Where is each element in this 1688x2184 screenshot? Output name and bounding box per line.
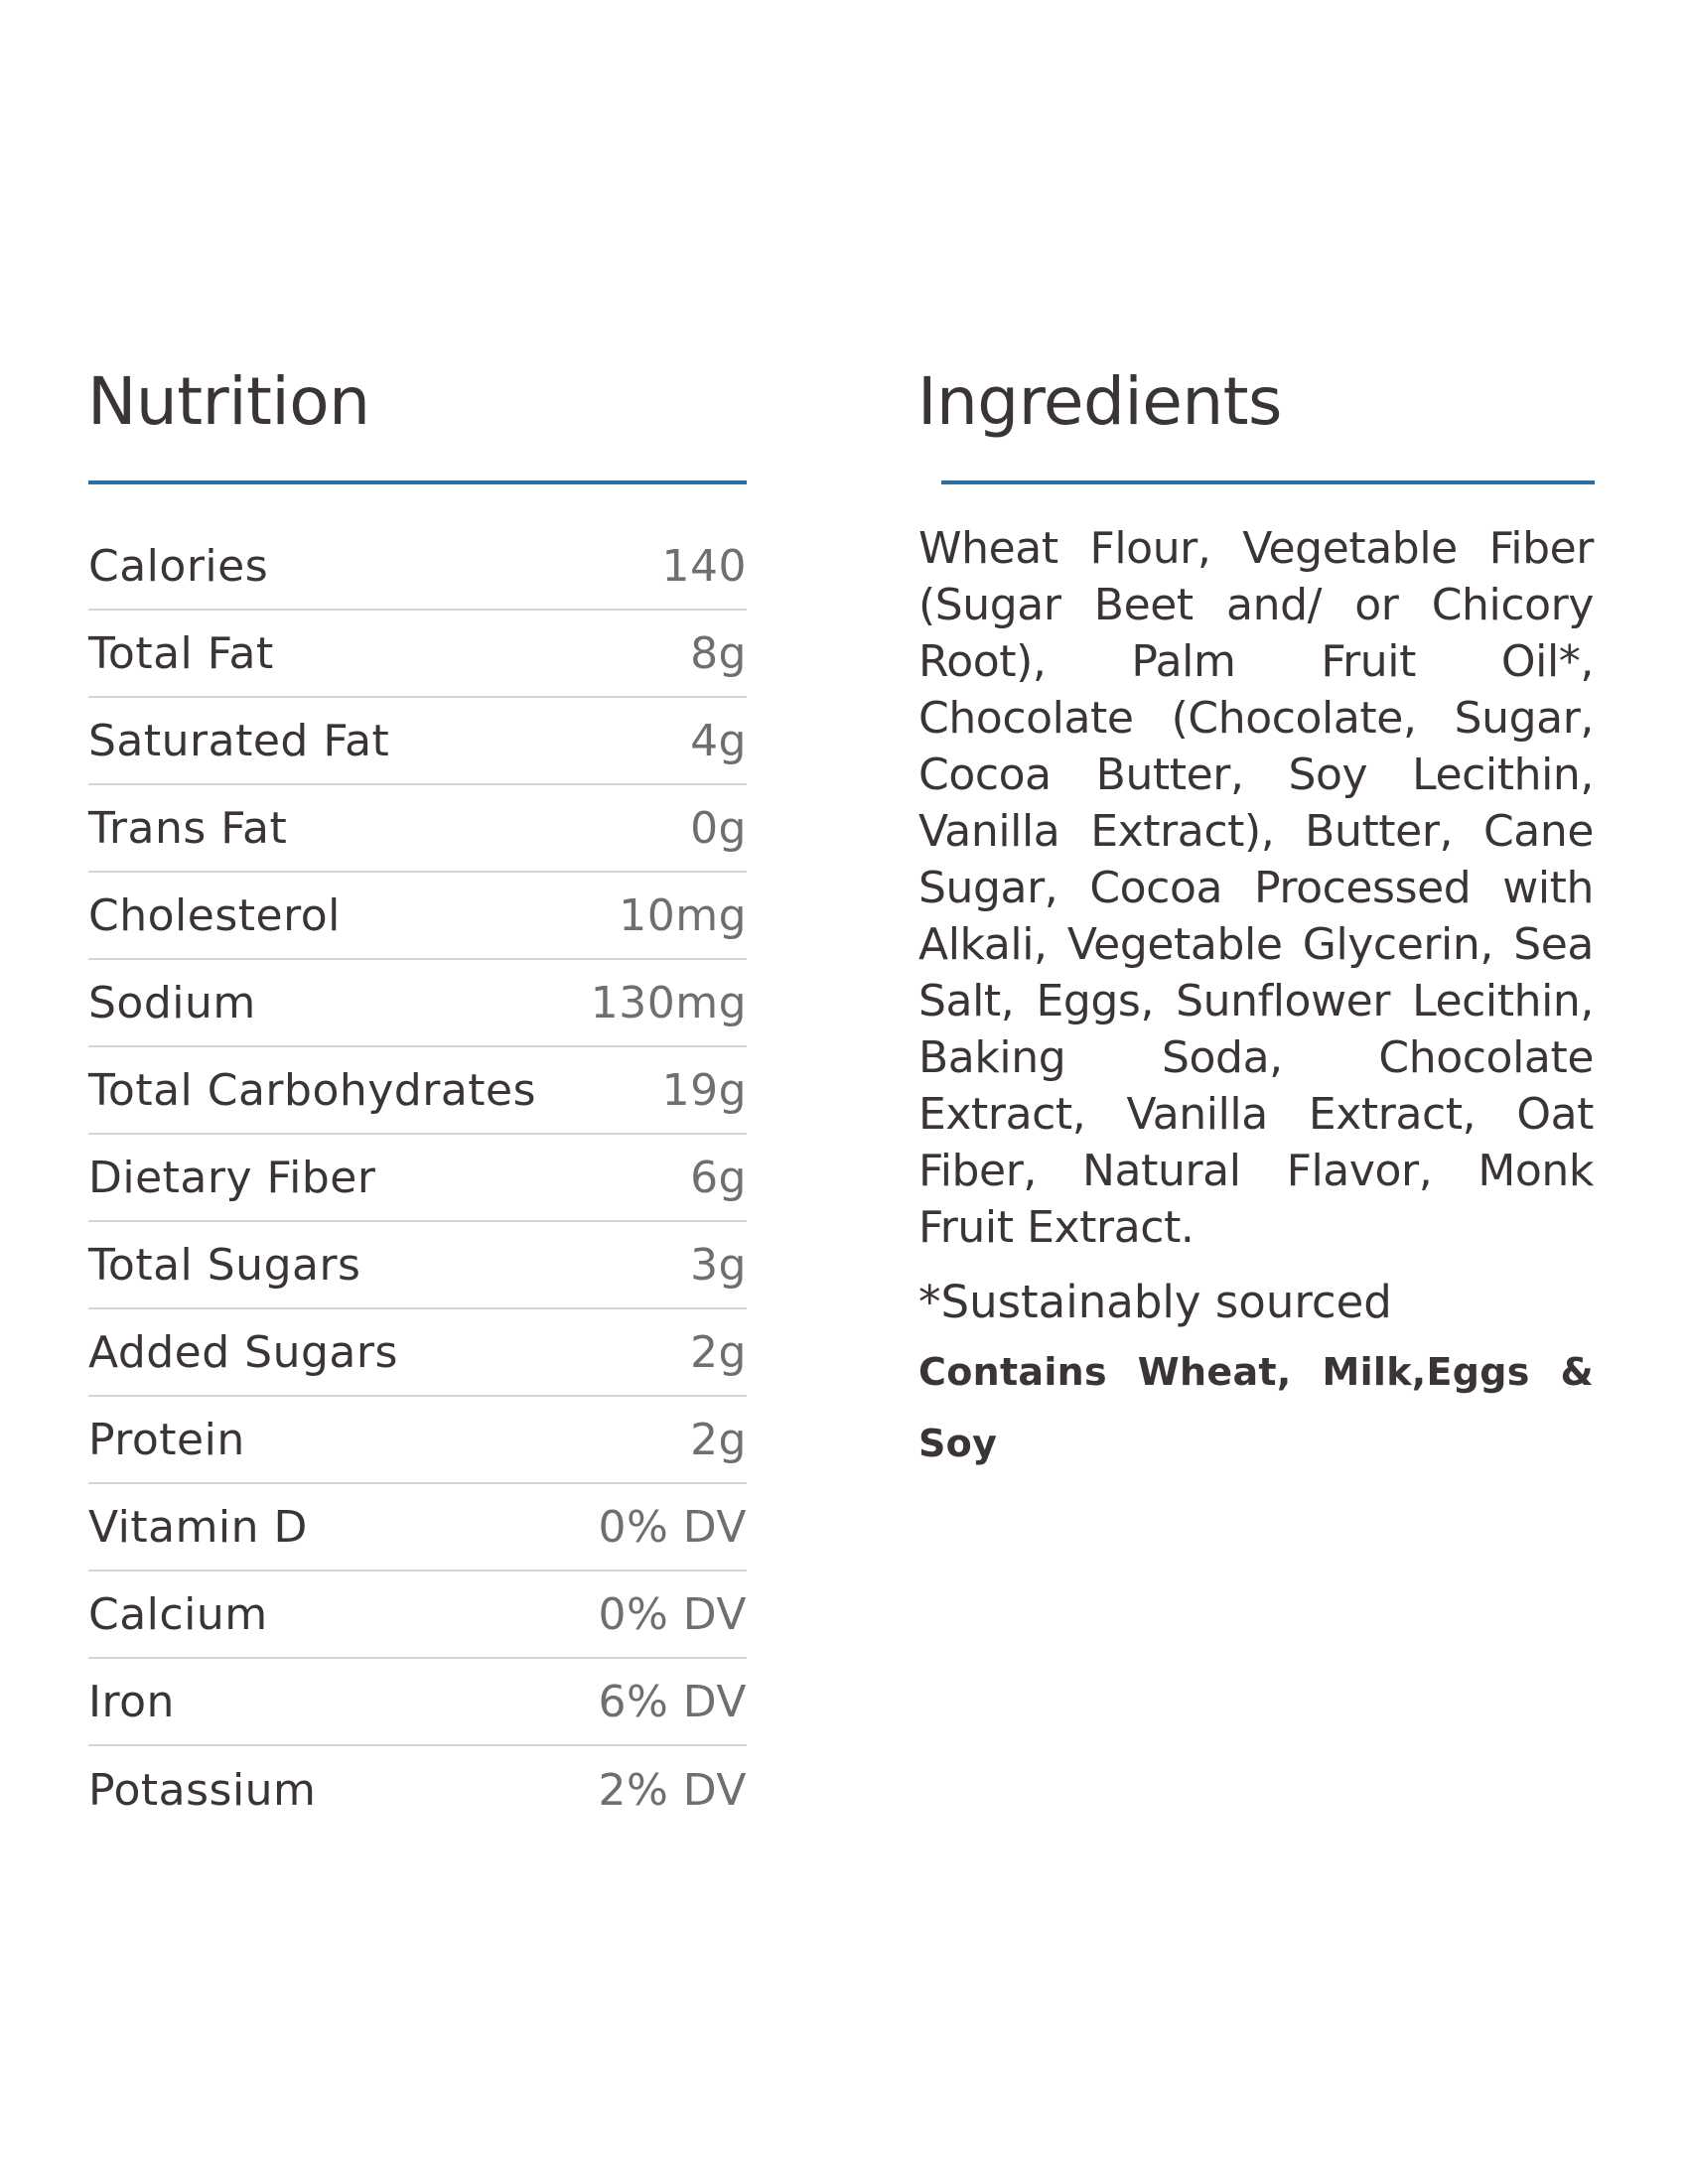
nutrition-table: Calories 140 Total Fat 8g Saturated Fat 4g Tra… (88, 523, 747, 1834)
nutrition-row: Calories 140 (88, 523, 747, 611)
nutrient-value: 8g (690, 627, 747, 679)
nutrition-row: Total Carbohydrates 19g (88, 1047, 747, 1135)
ingredients-heading: Ingredients (917, 363, 1282, 440)
nutrition-row: Protein 2g (88, 1397, 747, 1484)
nutrition-row: Calcium 0% DV (88, 1571, 747, 1659)
nutrient-value: 140 (661, 540, 747, 592)
nutrient-label: Cholesterol (88, 889, 341, 941)
nutrient-value: 0% DV (598, 1501, 747, 1553)
sustainability-note: *Sustainably sourced (918, 1276, 1392, 1328)
nutrition-row: Trans Fat 0g (88, 785, 747, 873)
nutrition-row: Saturated Fat 4g (88, 698, 747, 785)
nutrient-label: Protein (88, 1414, 245, 1465)
nutrient-label: Calories (88, 540, 269, 592)
nutrition-row: Potassium 2% DV (88, 1746, 747, 1834)
nutrient-value: 6g (690, 1152, 747, 1203)
nutrition-row: Cholesterol 10mg (88, 873, 747, 960)
nutrient-value: 2g (690, 1326, 747, 1378)
nutrient-label: Sodium (88, 977, 256, 1028)
nutrient-value: 4g (690, 715, 747, 766)
allergen-statement: Contains Wheat, Milk,Eggs & Soy (918, 1350, 1594, 1465)
ingredients-heading-rule (941, 480, 1595, 484)
nutrient-label: Vitamin D (88, 1501, 308, 1553)
nutrient-label: Trans Fat (88, 802, 288, 854)
nutrient-label: Iron (88, 1676, 175, 1727)
nutrition-row: Added Sugars 2g (88, 1309, 747, 1397)
nutrient-value: 0% DV (598, 1588, 747, 1640)
nutrient-label: Added Sugars (88, 1326, 398, 1378)
nutrient-label: Calcium (88, 1588, 268, 1640)
nutrition-row: Total Fat 8g (88, 611, 747, 698)
ingredients-block: Wheat Flour, Vegetable Fiber (Sugar Beet… (918, 520, 1594, 1479)
nutrition-heading-rule (88, 480, 747, 484)
nutrition-heading: Nutrition (87, 363, 370, 440)
nutrition-row: Dietary Fiber 6g (88, 1135, 747, 1222)
nutrient-value: 130mg (590, 977, 747, 1028)
nutrient-label: Potassium (88, 1764, 317, 1816)
nutrient-value: 6% DV (598, 1676, 747, 1727)
nutrient-value: 10mg (619, 889, 747, 941)
nutrition-row: Iron 6% DV (88, 1659, 747, 1746)
nutrient-label: Total Fat (88, 627, 274, 679)
nutrient-value: 2g (690, 1414, 747, 1465)
nutrient-value: 0g (690, 802, 747, 854)
ingredients-list: Wheat Flour, Vegetable Fiber (Sugar Beet… (918, 523, 1594, 1253)
nutrient-label: Total Carbohydrates (88, 1064, 537, 1116)
nutrient-value: 3g (690, 1239, 747, 1291)
nutrient-label: Total Sugars (88, 1239, 361, 1291)
nutrition-row: Sodium 130mg (88, 960, 747, 1047)
nutrition-row: Total Sugars 3g (88, 1222, 747, 1309)
nutrient-value: 19g (661, 1064, 747, 1116)
nutrient-value: 2% DV (598, 1764, 747, 1816)
nutrition-row: Vitamin D 0% DV (88, 1484, 747, 1571)
nutrient-label: Saturated Fat (88, 715, 390, 766)
nutrient-label: Dietary Fiber (88, 1152, 376, 1203)
